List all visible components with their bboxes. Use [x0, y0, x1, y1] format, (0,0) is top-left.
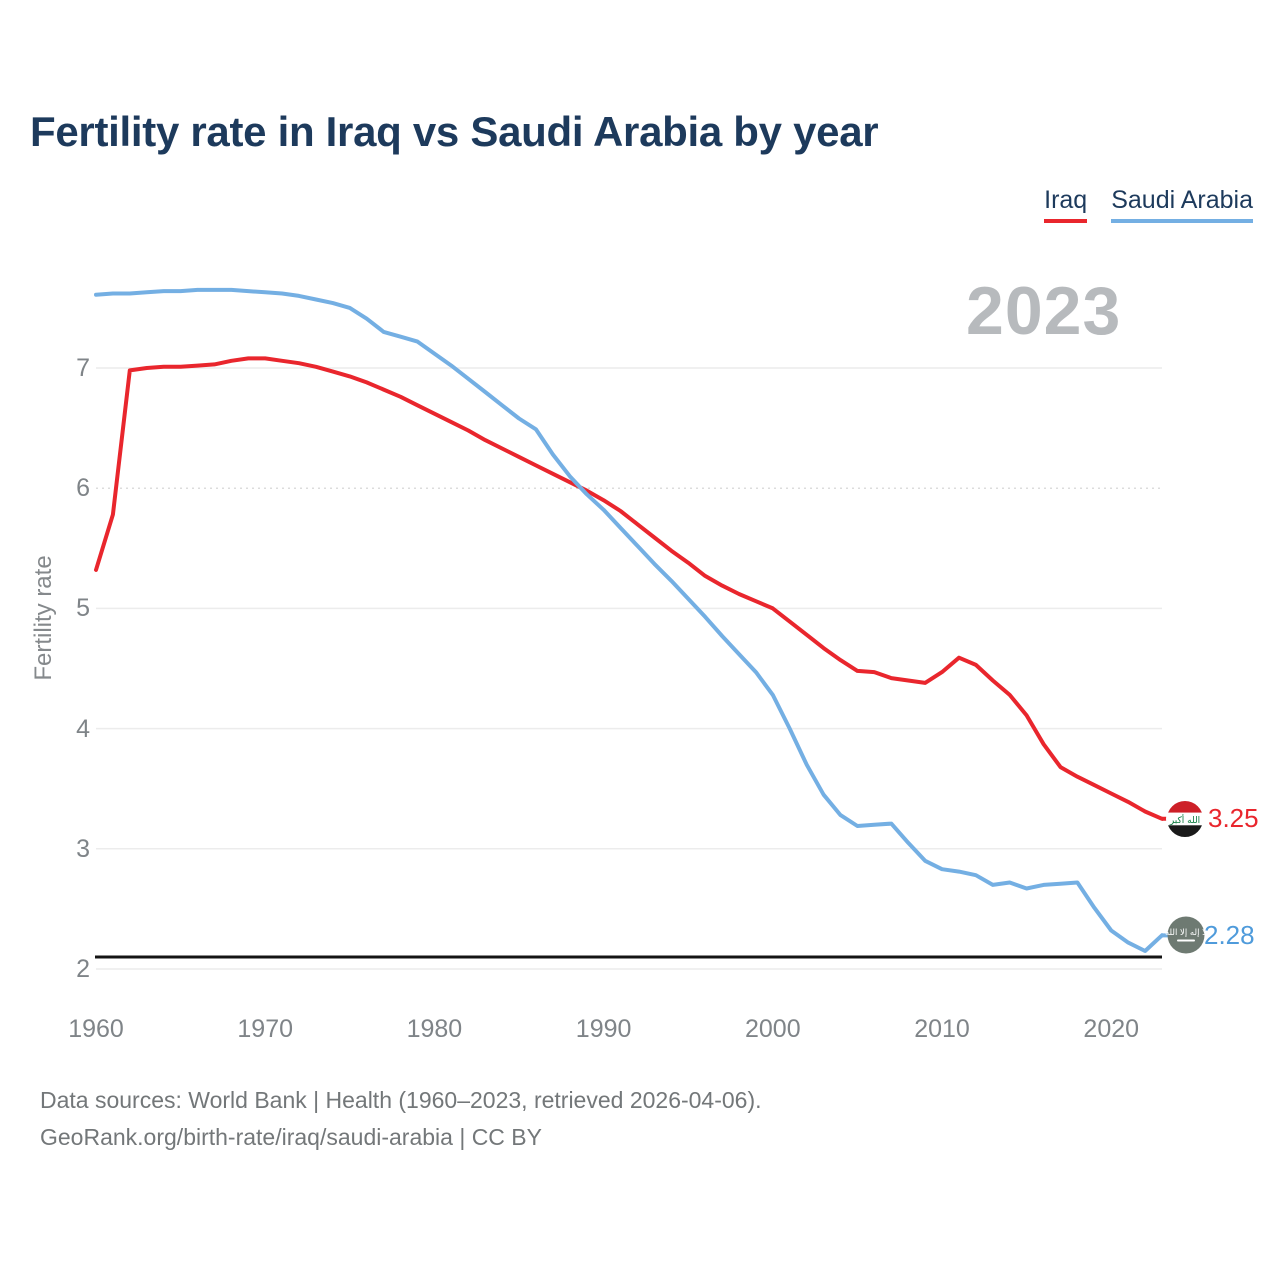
y-tick-label: 2 [76, 955, 90, 983]
y-tick-label: 7 [76, 354, 90, 382]
series-line-iraq[interactable] [94, 356, 1164, 821]
iraq-flag-icon: الله أكبر [1166, 800, 1204, 838]
y-tick-label: 6 [76, 474, 90, 503]
iraq-end-value-label: 3.25 [1208, 803, 1259, 833]
footer-link[interactable]: GeoRank.org/birth-rate/iraq/saudi-arabia… [40, 1124, 542, 1150]
gridlines [95, 367, 1162, 970]
svg-text:الله أكبر: الله أكبر [1169, 814, 1200, 826]
year-watermark: 2023 [966, 273, 1122, 349]
saudi-flag-icon: لا إله إلا الله [1165, 916, 1207, 954]
x-tick-label: 2010 [914, 1015, 970, 1043]
legend-item-saudi[interactable]: Saudi Arabia [1111, 186, 1253, 223]
footer-sources: Data sources: World Bank | Health (1960–… [40, 1087, 762, 1113]
x-tick-label: 1980 [406, 1015, 463, 1043]
x-tick-label: 2020 [1083, 1015, 1140, 1043]
legend: Iraq Saudi Arabia [1044, 186, 1253, 223]
x-tick-label: 1990 [575, 1015, 632, 1043]
page-title: Fertility rate in Iraq vs Saudi Arabia b… [30, 108, 879, 155]
saudi-end-value-label: 2.28 [1204, 920, 1255, 950]
x-tick-label: 1960 [68, 1015, 124, 1043]
chart-series [94, 287, 1186, 953]
y-tick-label: 5 [76, 594, 90, 623]
x-tick-label: 1970 [237, 1015, 294, 1043]
svg-text:لا إله إلا الله: لا إله إلا الله [1165, 928, 1207, 938]
x-tick-label: 2000 [745, 1015, 801, 1043]
y-tick-label: 3 [76, 834, 90, 863]
y-tick-label: 4 [76, 714, 90, 743]
footer: Data sources: World Bank | Health (1960–… [40, 1082, 762, 1156]
series-line-saudi-arabia[interactable] [94, 287, 1164, 953]
legend-item-iraq[interactable]: Iraq [1044, 186, 1088, 223]
